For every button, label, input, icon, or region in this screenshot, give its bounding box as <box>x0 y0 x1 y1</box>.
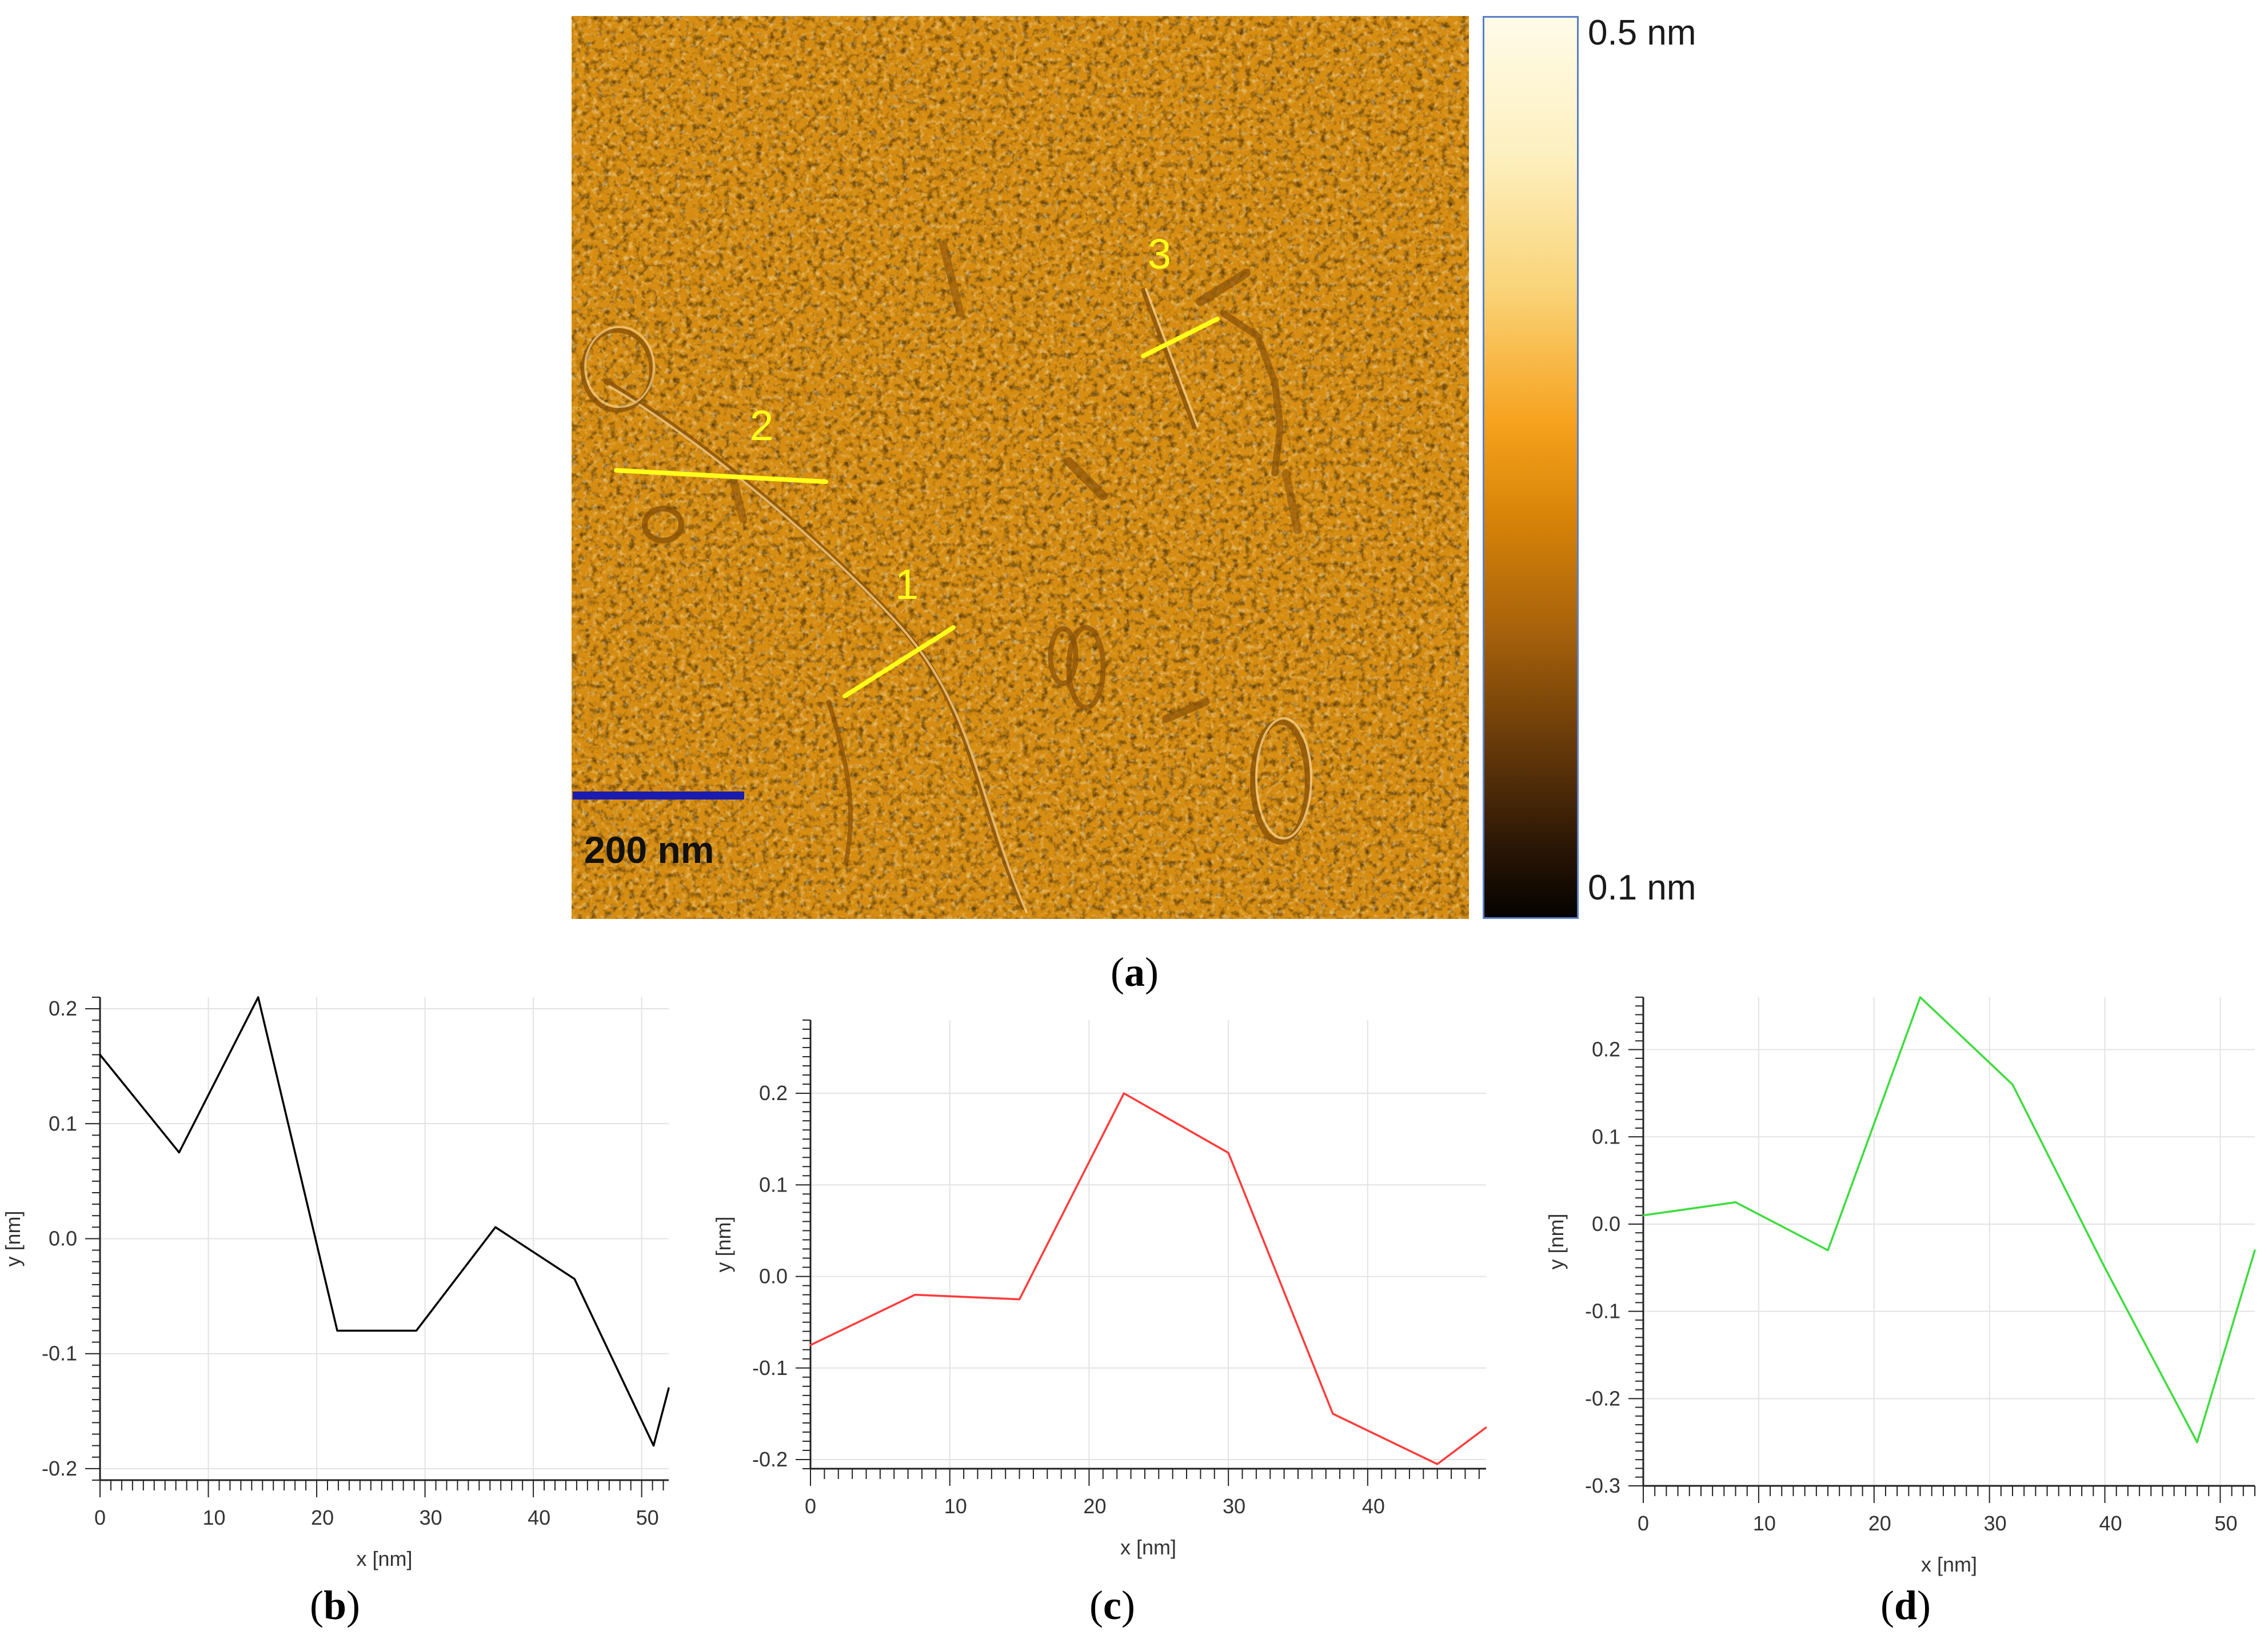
afm-texture: 1 2 3 200 nm <box>572 16 1469 919</box>
y-axis-label: y [nm] <box>1544 1213 1568 1269</box>
x-tick-label: 50 <box>636 1506 659 1529</box>
panel-label-d: (d) <box>1880 1582 1931 1628</box>
x-tick-label: 0 <box>1638 1512 1649 1535</box>
x-tick-label: 0 <box>94 1506 106 1529</box>
profile-data-point <box>1642 1214 1644 1217</box>
colorbar-max-label: 0.5 nm <box>1588 13 1696 53</box>
profile-data-point <box>2196 1441 2198 1444</box>
afm-image: 1 2 3 200 nm <box>572 16 1469 919</box>
profile-chart-d: 0 10 20 30 40 50 -0.3 -0.2 -0.1 0.0 0.1 0.2 x [nm] y … <box>1544 996 2256 1576</box>
height-colorbar <box>1483 16 1579 919</box>
profile-line-3 <box>1141 317 1220 358</box>
x-axis-label: x [nm] <box>1120 1536 1176 1559</box>
y-tick-label: 0.0 <box>49 1227 77 1250</box>
profile-line-2 <box>614 468 828 484</box>
profile-data-point <box>1919 996 1922 998</box>
profile-marker-3: 3 <box>1148 230 1171 278</box>
profile-series-line <box>810 1092 1487 1465</box>
profile-data-point <box>2254 1249 2256 1252</box>
y-tick-label: 0.1 <box>49 1112 77 1135</box>
y-tick-label: -0.1 <box>1585 1300 1620 1323</box>
x-tick-label: 10 <box>1753 1512 1776 1535</box>
scale-bar <box>573 791 744 799</box>
x-tick-label: 40 <box>1362 1494 1385 1518</box>
profile-data-point <box>99 1054 101 1056</box>
afm-features <box>581 241 1312 913</box>
y-tick-label: -0.2 <box>1585 1386 1620 1410</box>
profile-data-point <box>257 996 259 998</box>
x-tick-label: 0 <box>805 1494 816 1518</box>
profile-data-point <box>2104 1266 2106 1269</box>
panel-label-c: (c) <box>1089 1582 1135 1628</box>
profile-data-point <box>178 1152 180 1154</box>
y-axis-label: y [nm] <box>712 1216 735 1272</box>
profile-data-point <box>415 1329 417 1332</box>
x-tick-label: 10 <box>203 1506 226 1529</box>
y-tick-label: 0.0 <box>1592 1212 1620 1236</box>
profile-data-point <box>1332 1413 1334 1415</box>
profile-data-point <box>1019 1298 1021 1301</box>
y-tick-label: 0.1 <box>759 1173 788 1196</box>
profile-series-line <box>1643 996 2256 1444</box>
y-tick-label: -0.1 <box>42 1342 77 1365</box>
panel-label-b: (b) <box>310 1582 361 1628</box>
y-tick-label: 0.2 <box>1592 1038 1620 1061</box>
profile-data-point <box>494 1226 497 1228</box>
x-tick-label: 30 <box>1223 1494 1245 1518</box>
x-tick-label: 20 <box>1868 1512 1891 1535</box>
y-tick-label: 0.0 <box>759 1265 788 1288</box>
profile-data-point <box>1123 1092 1125 1094</box>
colorbar-min-label: 0.1 nm <box>1588 868 1696 908</box>
y-tick-label: 0.1 <box>1592 1125 1620 1148</box>
y-tick-label: 0.2 <box>759 1081 788 1105</box>
x-tick-label: 50 <box>2214 1512 2237 1535</box>
y-tick-label: -0.1 <box>752 1356 788 1380</box>
profile-data-point <box>1827 1249 1829 1252</box>
profile-chart-c: 0 10 20 30 40 -0.2 -0.1 0.0 0.1 0.2 x [nm] y [nm] <box>712 1020 1487 1559</box>
profile-data-point <box>652 1445 654 1447</box>
profile-data-point <box>1436 1463 1439 1465</box>
profile-data-point <box>1735 1201 1737 1204</box>
x-tick-label: 40 <box>528 1506 550 1529</box>
profile-data-point <box>914 1294 916 1296</box>
profile-line-1 <box>842 625 956 698</box>
profile-chart-b: 0 10 20 30 40 50 -0.2 -0.1 0.0 0.1 0.2 x [nm] y [nm] <box>1 996 670 1570</box>
profile-lines <box>614 317 1220 698</box>
x-axis-label: x [nm] <box>1921 1553 1977 1576</box>
x-tick-label: 30 <box>1984 1512 2007 1535</box>
profile-data-point <box>573 1278 576 1280</box>
profile-data-point <box>809 1344 812 1346</box>
x-tick-label: 30 <box>420 1506 442 1529</box>
profile-series-line <box>99 996 670 1447</box>
x-axis-label: x [nm] <box>356 1547 412 1570</box>
panel-label-a: (a) <box>1111 949 1159 995</box>
x-tick-label: 10 <box>944 1494 967 1518</box>
profile-data-point <box>336 1329 338 1332</box>
y-tick-label: -0.2 <box>752 1448 788 1471</box>
profile-marker-2: 2 <box>750 402 773 449</box>
profile-marker-1: 1 <box>895 561 919 608</box>
profile-data-point <box>1227 1152 1229 1154</box>
profile-data-point <box>1485 1426 1487 1429</box>
x-tick-label: 20 <box>1083 1494 1106 1518</box>
x-tick-label: 40 <box>2099 1512 2122 1535</box>
y-axis-label: y [nm] <box>1 1210 25 1266</box>
profile-data-point <box>668 1387 670 1389</box>
y-tick-label: -0.3 <box>1585 1474 1620 1497</box>
scale-bar-label: 200 nm <box>584 829 714 871</box>
x-tick-label: 20 <box>311 1506 334 1529</box>
profile-data-point <box>2011 1084 2014 1086</box>
y-tick-label: 0.2 <box>49 997 77 1020</box>
y-tick-label: -0.2 <box>42 1457 77 1480</box>
